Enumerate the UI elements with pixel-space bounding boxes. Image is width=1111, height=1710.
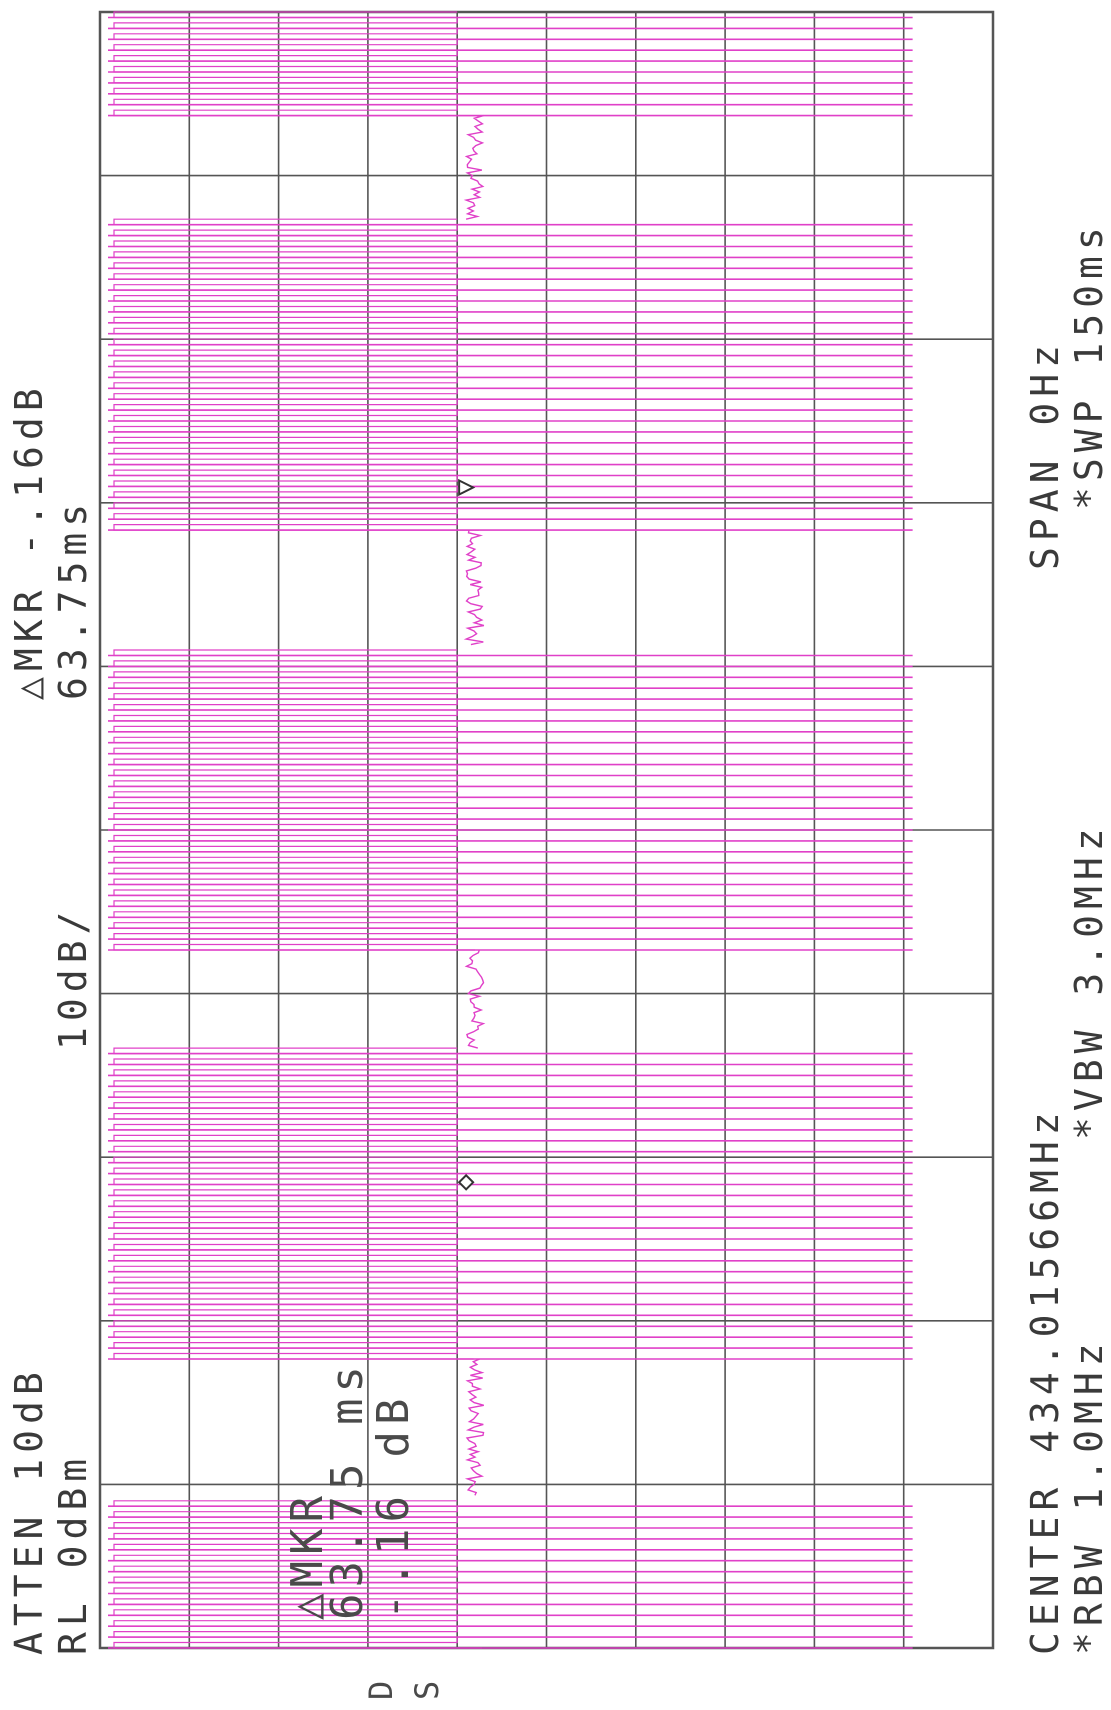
- pulse-return: [113, 649, 475, 951]
- delta-marker-header: △MKR -.16dB: [7, 382, 51, 700]
- vbw-label: *VBW 3.0MHz: [1067, 822, 1111, 1140]
- center-label: CENTER 434.01566MHz: [1023, 1106, 1067, 1655]
- footer-d: D: [362, 1681, 400, 1700]
- scale-label: 10dB/: [51, 906, 95, 1050]
- noise-floor-segment: [463, 529, 485, 646]
- delta-marker-box-label: △MKR: [282, 1490, 333, 1620]
- noise-floor-segment: [464, 1358, 485, 1496]
- pulse-return: [113, 1047, 474, 1360]
- noise-floor-segment: [463, 114, 485, 220]
- span-label: SPAN 0Hz: [1023, 339, 1067, 570]
- noise-floor-segment: [464, 949, 486, 1049]
- markers: [457, 478, 476, 1191]
- trace: [108, 11, 913, 1649]
- marker-triangle: [458, 478, 476, 497]
- delta-marker-box-time: 63.75 ms: [322, 1360, 373, 1620]
- pulse-return: [113, 218, 479, 531]
- footer-s: S: [408, 1681, 446, 1700]
- delta-marker-box-db: -.16 dB: [368, 1393, 419, 1620]
- rl-label: RL 0dBm: [51, 1453, 95, 1655]
- pulse-return: [113, 1500, 482, 1649]
- delta-marker-time-header: 63.75ms: [51, 498, 95, 700]
- atten-label: ATTEN 10dB: [7, 1366, 51, 1655]
- pulse-return: [113, 11, 481, 117]
- rbw-label: *RBW 1.0MHz: [1067, 1337, 1111, 1655]
- marker-diamond: [457, 1173, 475, 1191]
- swp-label: *SWP 150ms: [1067, 221, 1111, 510]
